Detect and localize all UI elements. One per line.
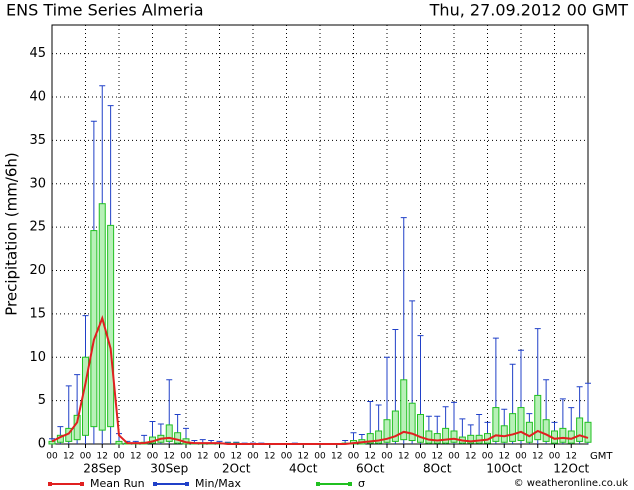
x-tick-label: 12 bbox=[231, 452, 242, 462]
sigma-box bbox=[366, 433, 374, 444]
legend-swatch-end bbox=[48, 482, 52, 486]
x-date-label: 10Oct bbox=[486, 462, 522, 476]
x-tick-label: 12 bbox=[164, 452, 175, 462]
x-tick-label: 12 bbox=[264, 452, 275, 462]
y-tick-label: 30 bbox=[29, 176, 46, 191]
x-tick-label: 12 bbox=[365, 452, 376, 462]
x-tick-label: 00 bbox=[180, 452, 192, 462]
chart-title: ENS Time Series Almeria bbox=[6, 1, 204, 20]
x-tick-label: 12 bbox=[398, 452, 409, 462]
legend-swatch-end bbox=[80, 482, 84, 486]
legend-swatch-end bbox=[153, 482, 157, 486]
sigma-box bbox=[475, 434, 483, 444]
x-date-label: 4Oct bbox=[289, 462, 318, 476]
x-tick-label: 12 bbox=[432, 452, 443, 462]
legend-label: σ bbox=[358, 477, 365, 490]
x-date-label: 28Sep bbox=[83, 462, 121, 476]
sigma-box bbox=[509, 413, 517, 442]
sigma-box bbox=[559, 427, 567, 443]
x-date-label: 8Oct bbox=[423, 462, 452, 476]
x-tick-label: 00 bbox=[281, 452, 293, 462]
x-tick-label: 12 bbox=[130, 452, 141, 462]
x-tick-label: 12 bbox=[298, 452, 309, 462]
sigma-box bbox=[525, 421, 533, 443]
sigma-box bbox=[467, 434, 475, 444]
sigma-box bbox=[442, 427, 450, 444]
x-tick-label: 00 bbox=[147, 452, 159, 462]
sigma-box bbox=[107, 224, 115, 428]
sigma-box bbox=[48, 440, 56, 445]
y-axis-label: Precipitation (mm/6h) bbox=[3, 152, 21, 316]
x-tick-label: 12 bbox=[197, 452, 208, 462]
x-tick-label: 12 bbox=[566, 452, 577, 462]
sigma-box bbox=[417, 414, 424, 443]
chart-subtitle: Thu, 27.09.2012 00 GMT bbox=[429, 1, 629, 20]
x-tick-label: 12 bbox=[499, 452, 510, 462]
x-tick-label: 12 bbox=[63, 452, 74, 462]
y-tick-label: 0 bbox=[38, 437, 46, 452]
sigma-box bbox=[391, 410, 399, 442]
sigma-box bbox=[383, 419, 391, 443]
x-tick-label: 00 bbox=[348, 452, 360, 462]
sigma-box bbox=[165, 424, 173, 442]
y-tick-label: 15 bbox=[29, 306, 46, 321]
y-tick-label: 10 bbox=[29, 350, 46, 365]
x-tick-label: 00 bbox=[515, 452, 527, 462]
credit: © weatheronline.co.uk bbox=[514, 478, 629, 489]
sigma-box bbox=[433, 433, 441, 444]
sigma-box bbox=[174, 432, 182, 444]
sigma-box bbox=[375, 430, 383, 444]
legend-label: Mean Run bbox=[90, 477, 145, 490]
x-date-label: 2Oct bbox=[222, 462, 251, 476]
x-date-label: 30Sep bbox=[150, 462, 188, 476]
sigma-box bbox=[450, 430, 458, 443]
legend-swatch-end bbox=[316, 482, 320, 486]
y-tick-label: 45 bbox=[29, 46, 46, 61]
sigma-box bbox=[517, 407, 525, 442]
sigma-box bbox=[115, 440, 123, 445]
y-tick-label: 35 bbox=[29, 133, 46, 148]
legend-label: Min/Max bbox=[195, 477, 241, 490]
x-tick-label: 00 bbox=[46, 452, 58, 462]
x-unit: GMT bbox=[590, 451, 613, 462]
sigma-box bbox=[576, 417, 584, 442]
mean-line bbox=[51, 315, 589, 445]
x-tick-label: 00 bbox=[415, 452, 427, 462]
x-tick-label: 00 bbox=[482, 452, 494, 462]
x-tick-label: 12 bbox=[465, 452, 476, 462]
sigma-box bbox=[534, 394, 542, 441]
sigma-box bbox=[584, 421, 592, 443]
sigma-box bbox=[425, 430, 433, 444]
y-tick-label: 25 bbox=[29, 220, 46, 235]
x-tick-label: 00 bbox=[448, 452, 460, 462]
legend-swatch-end bbox=[348, 482, 352, 486]
sigma-box bbox=[542, 419, 550, 442]
x-tick-label: 12 bbox=[331, 452, 342, 462]
y-tick-label: 20 bbox=[29, 263, 46, 278]
sigma-box bbox=[400, 379, 408, 441]
sigma-box bbox=[408, 402, 416, 442]
y-tick-label: 5 bbox=[38, 393, 46, 408]
x-tick-label: 00 bbox=[247, 452, 259, 462]
legend-swatch-end bbox=[185, 482, 189, 486]
x-tick-label: 00 bbox=[80, 452, 92, 462]
y-tick-label: 40 bbox=[29, 90, 46, 105]
x-tick-label: 00 bbox=[314, 452, 326, 462]
sigma-box bbox=[90, 230, 98, 428]
sigma-box bbox=[492, 407, 500, 442]
x-tick-label: 00 bbox=[381, 452, 393, 462]
x-tick-label: 00 bbox=[549, 452, 561, 462]
x-tick-label: 12 bbox=[532, 452, 543, 462]
x-date-label: 12Oct bbox=[553, 462, 589, 476]
sigma-box bbox=[500, 425, 508, 443]
x-tick-label: 00 bbox=[113, 452, 125, 462]
x-tick-label: 12 bbox=[97, 452, 108, 462]
x-tick-label: 00 bbox=[214, 452, 226, 462]
x-date-label: 6Oct bbox=[356, 462, 385, 476]
